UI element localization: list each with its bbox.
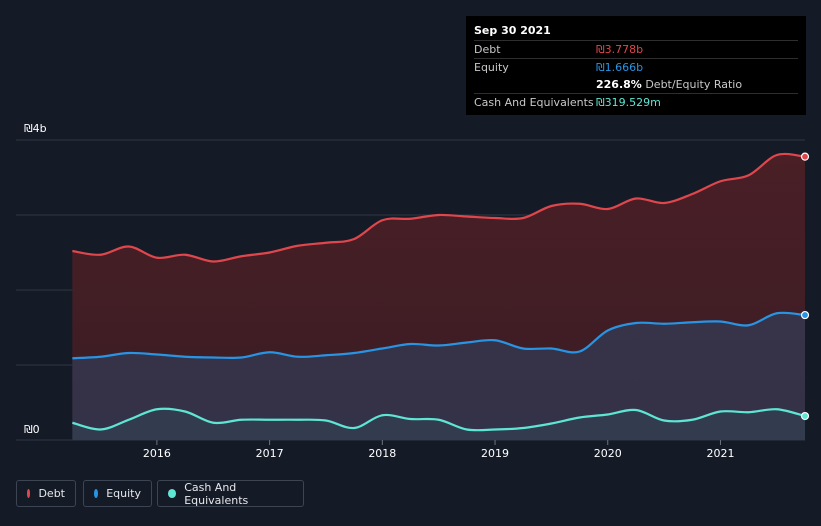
tooltip-row-debt: Debt ₪3.778b [474,40,798,58]
y-tick-label-top: ₪4b [24,122,47,135]
tooltip-cash-value: ₪319.529m [596,96,661,109]
series-areas [72,153,806,440]
y-tick-label-bottom: ₪0 [24,423,40,436]
tooltip-cash-label: Cash And Equivalents [474,96,594,109]
debt-line [72,152,806,263]
equity-legend-dot-icon [94,489,99,498]
equity-endpoint[interactable] [800,310,810,320]
series-lines [72,152,806,432]
x-tick-label-2: 2018 [368,447,396,460]
x-tick-label-4: 2020 [594,447,622,460]
tooltip-date: Sep 30 2021 [474,24,551,37]
tooltip-equity-value: ₪1.666b [596,61,644,74]
x-tick-label-0: 2016 [143,447,171,460]
tooltip-ratio: 226.8% Debt/Equity Ratio [596,76,742,93]
legend-item-cash[interactable]: Cash And Equivalents [157,480,304,507]
x-tick-label-1: 2017 [256,447,284,460]
x-axis: 2016 2017 2018 2019 2020 2021 [143,440,734,460]
y-axis: ₪4b ₪0 [24,122,47,436]
tooltip-ratio-value: 226.8% [596,78,642,91]
cash-line [72,407,806,432]
legend-cash-label: Cash And Equivalents [184,480,249,507]
tooltip-debt-label: Debt [474,43,501,56]
cash-area [72,408,806,440]
equity-line [72,311,806,360]
tooltip-row-cash: Cash And Equivalents ₪319.529m [474,93,798,111]
x-tick-label-3: 2019 [481,447,509,460]
tooltip-panel: Sep 30 2021 Debt ₪3.778b Equity ₪1.666b … [466,16,806,115]
equity-area [72,312,806,440]
tooltip-debt-value: ₪3.778b [596,43,644,56]
series-endpoints [800,152,810,421]
legend-item-equity[interactable]: Equity [83,480,152,507]
tooltip-row-ratio: 226.8% Debt/Equity Ratio [474,76,798,93]
tooltip-ratio-label: Debt/Equity Ratio [645,78,743,91]
tooltip-row-equity: Equity ₪1.666b [474,58,798,76]
tooltip-equity-label: Equity [474,61,509,74]
cash-endpoint[interactable] [800,411,810,421]
debt-legend-dot-icon [27,489,31,498]
cash-legend-dot-icon [168,489,177,498]
legend-equity-label: Equity [106,487,141,500]
legend-item-debt[interactable]: Debt [16,480,76,507]
debt-endpoint[interactable] [800,152,810,161]
x-tick-label-5: 2021 [706,447,734,460]
legend-debt-label: Debt [38,487,65,500]
